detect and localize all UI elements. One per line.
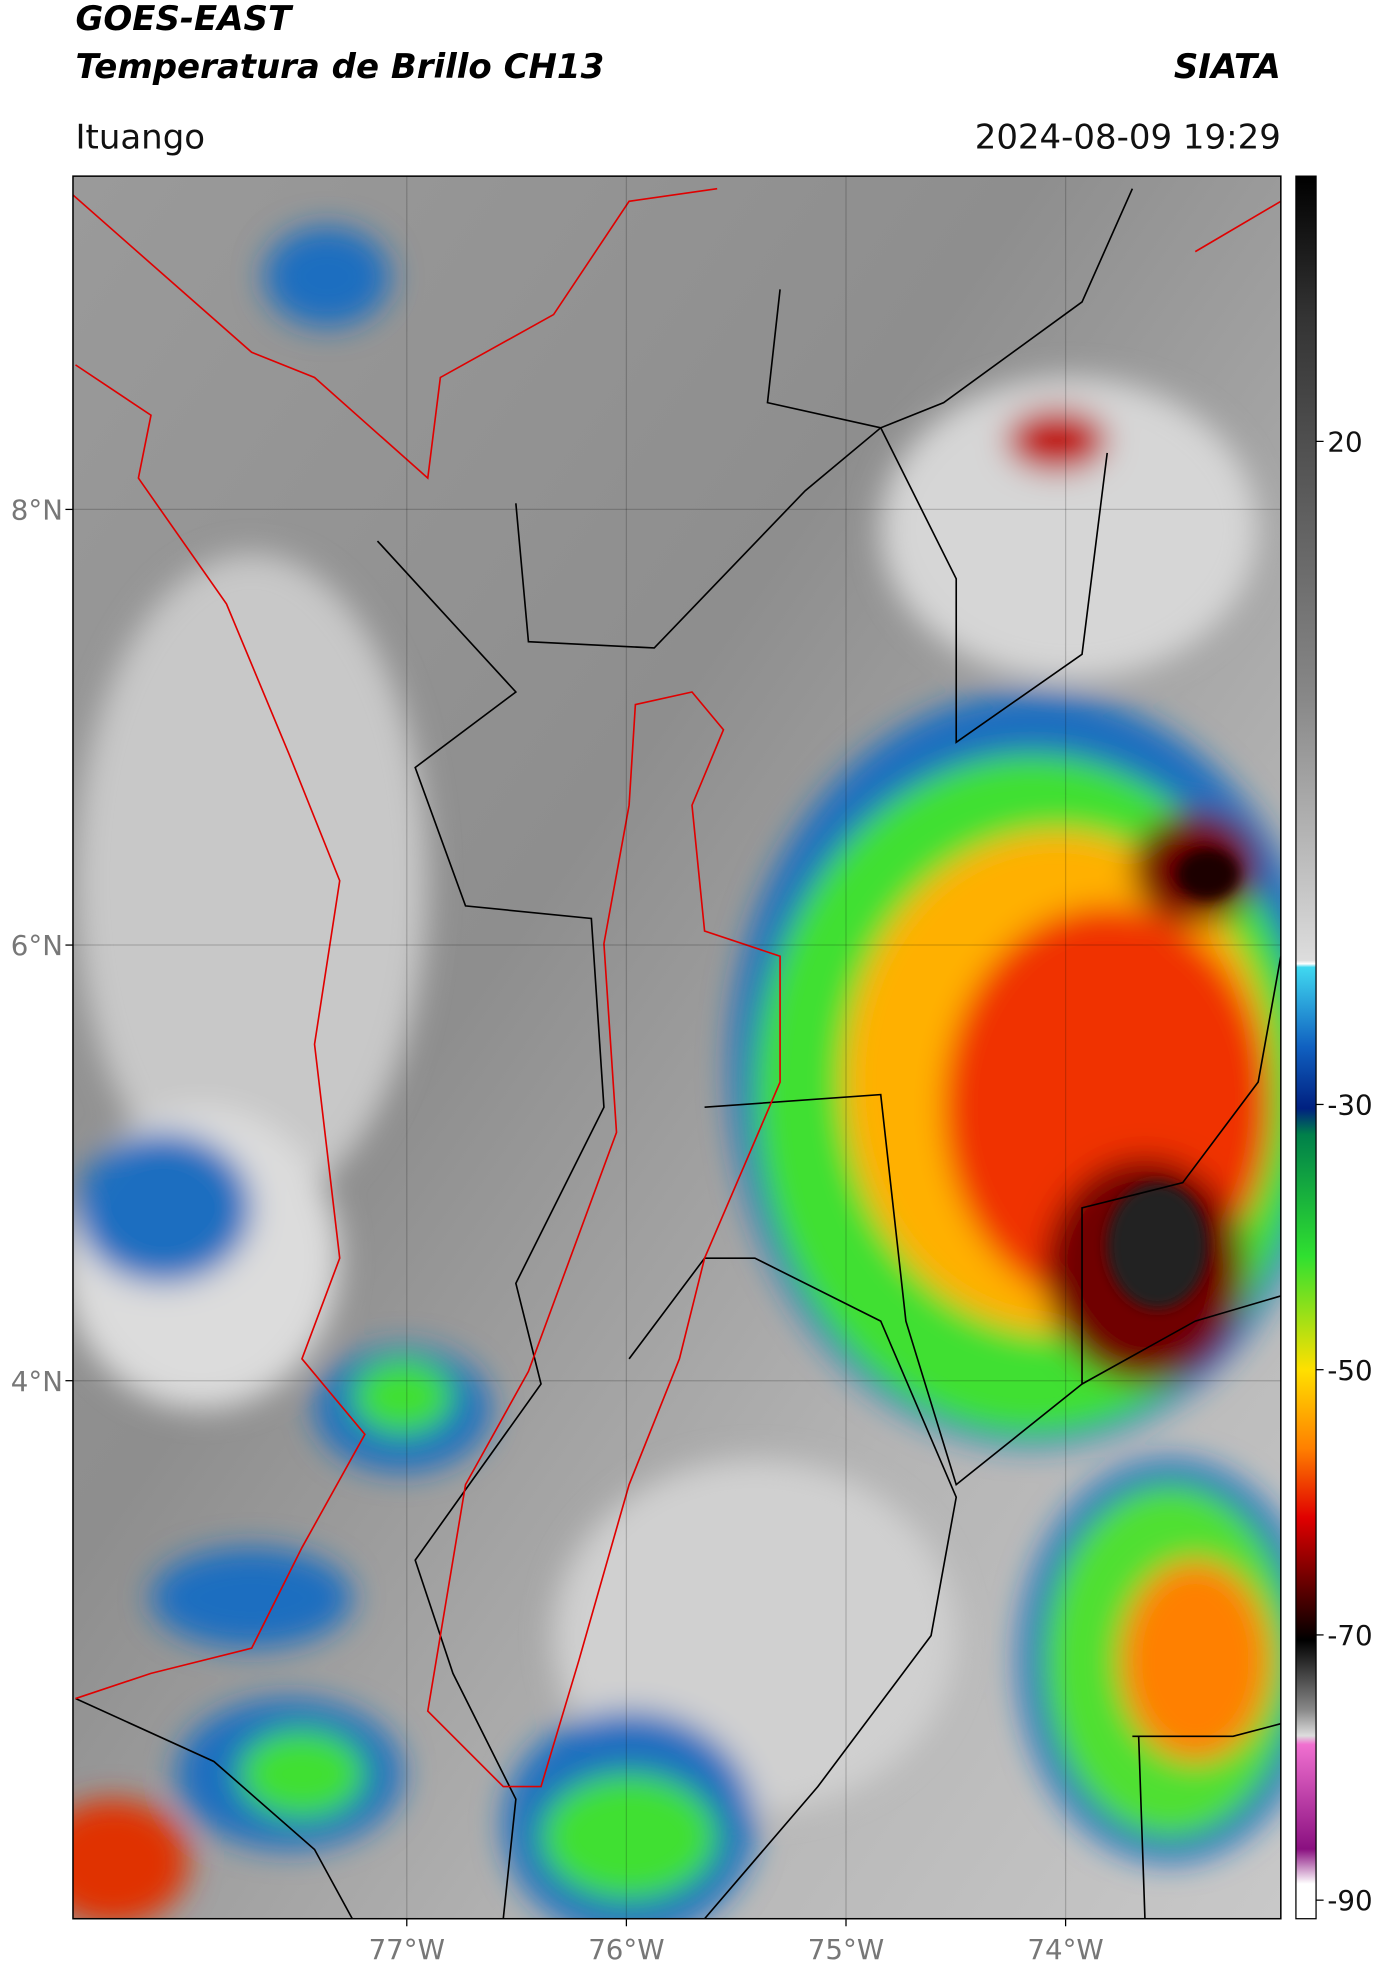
subtitle: Temperatura de Brillo CH13 [75,47,604,87]
colorbar-tick-label: -90 [1327,1884,1372,1917]
lon-tick-label: 77°W [369,1933,445,1966]
colorbar-tick-label: -30 [1327,1089,1372,1122]
colorbar [1295,175,1317,1920]
lon-tick-label: 76°W [588,1933,664,1966]
lon-tick-label: 75°W [808,1933,884,1966]
colorbar-tick-label: 20 [1327,425,1362,458]
colorbar-tick-label: -70 [1327,1619,1372,1652]
satellite-image [72,176,1281,1919]
borders [75,188,1281,1919]
timestamp: 2024-08-09 19:29 [975,117,1281,157]
boundaries [72,187,1281,1788]
colorbar-tick-label: -50 [1327,1354,1372,1387]
lon-tick-label: 74°W [1027,1933,1103,1966]
organization: SIATA [1174,47,1281,87]
map-frame [72,175,1282,1920]
title: GOES-EAST [75,0,293,39]
lat-tick-label: 4°N [11,1365,63,1398]
lat-tick-label: 6°N [11,929,63,962]
lat-tick-label: 8°N [11,493,63,526]
location: Ituango [75,117,205,157]
